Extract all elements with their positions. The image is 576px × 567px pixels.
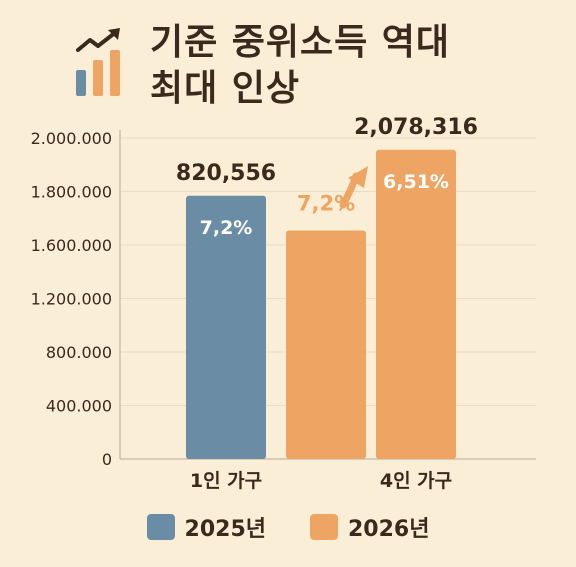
y-tick-label: 1.200.000 <box>31 290 112 309</box>
y-tick-label: 2.000.000 <box>31 129 112 148</box>
bar <box>376 149 456 459</box>
y-tick-label: 400.000 <box>46 397 112 416</box>
chart-title: 기준 중위소득 역대 최대 인상 <box>150 20 450 112</box>
legend-item-2026: 2026년 <box>310 511 429 543</box>
y-tick-label: 1.600.000 <box>31 236 112 255</box>
x-category-label: 1인 가구 <box>190 470 262 492</box>
y-tick-label: 0 <box>102 450 112 469</box>
legend-swatch-2025 <box>146 514 175 540</box>
chart-title-line-2: 최대 인상 <box>150 68 301 109</box>
bar-percent-label: 6,51% <box>383 171 449 193</box>
bar-percent-label: 7,2% <box>200 217 253 239</box>
curved-arrow-head <box>348 166 368 188</box>
trend-up-chart-icon <box>76 28 120 96</box>
legend-label-2025: 2025년 <box>184 517 266 542</box>
y-tick-label: 800.000 <box>46 343 112 362</box>
bar-value-label: 2,078,316 <box>354 115 478 140</box>
chart-title-line-1: 기준 중위소득 역대 <box>150 22 451 63</box>
bar <box>286 230 366 459</box>
y-tick-label: 1.800.000 <box>31 183 112 202</box>
x-category-label: 4인 가구 <box>380 470 452 492</box>
legend-item-2025: 2025년 <box>146 511 266 543</box>
bar-value-label: 820,556 <box>176 161 276 186</box>
legend-swatch-2026 <box>310 514 338 540</box>
legend: 2025년 2026년 <box>0 510 576 544</box>
bar <box>186 195 266 459</box>
legend-label-2026: 2026년 <box>348 517 430 542</box>
